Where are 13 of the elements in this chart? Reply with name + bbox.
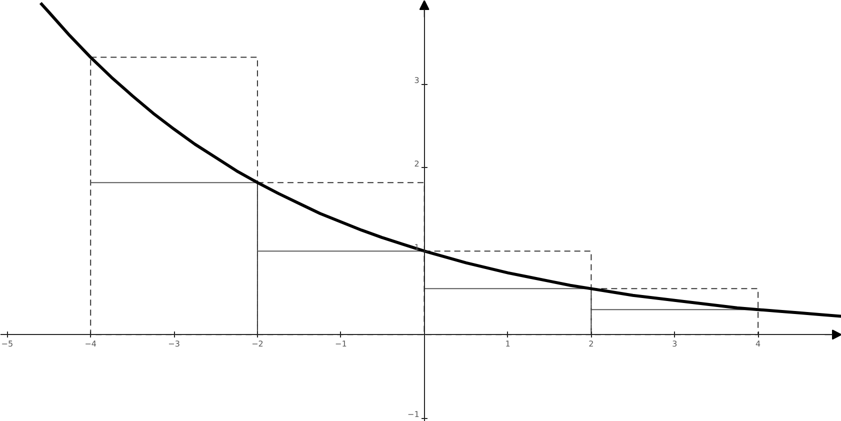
x-tick-label: −2 (252, 340, 264, 349)
line-series (39, 2, 841, 318)
y-tick-label: 3 (414, 76, 420, 86)
x-tick-label: −4 (84, 340, 97, 349)
x-tick-label: −3 (168, 340, 180, 349)
x-tick-label: 3 (672, 340, 678, 349)
x-tick-label: 2 (588, 340, 594, 349)
y-tick-label: −1 (408, 410, 420, 420)
x-tick-label: 1 (505, 340, 510, 349)
x-tick-label: −5 (1, 340, 14, 349)
y-tick-label: 2 (414, 160, 420, 169)
x-tick-label: 4 (756, 340, 761, 349)
x-tick-label: −1 (335, 340, 347, 349)
